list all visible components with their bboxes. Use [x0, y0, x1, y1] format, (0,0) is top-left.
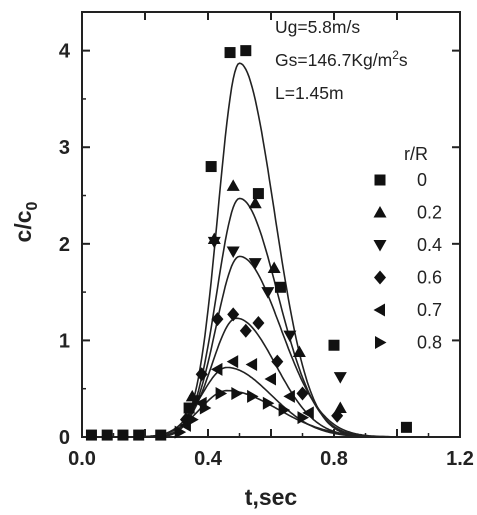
data-point [215, 387, 228, 401]
legend-label: 0.8 [417, 333, 442, 353]
data-point [292, 345, 306, 357]
legend-label: 0.2 [417, 203, 442, 223]
x-tick-label: 0.8 [320, 448, 348, 470]
y-axis-title-sub: 0 [24, 201, 41, 210]
legend-marker-triangle-up [373, 206, 387, 218]
data-point [274, 281, 286, 293]
annotation-ug: Ug=5.8m/s [275, 17, 360, 37]
data-point [283, 389, 295, 403]
y-tick-label: 0 [59, 427, 70, 449]
data-point [331, 408, 344, 423]
data-point [117, 429, 129, 441]
data-point [267, 261, 281, 273]
legend-label: 0.4 [417, 235, 442, 255]
data-point [227, 307, 240, 322]
data-point [226, 179, 240, 191]
x-tick-label: 0.4 [194, 448, 223, 470]
data-point [264, 372, 276, 386]
annotation-gs-tail: s [399, 50, 408, 70]
data-point [261, 287, 275, 299]
y-tick-label: 1 [59, 330, 70, 352]
data-point [271, 354, 284, 369]
data-point [174, 425, 187, 439]
legend-marker-triangle-right [375, 336, 387, 349]
annotation-gs: Gs=146.7Kg/m2s [275, 48, 408, 70]
data-point [328, 339, 340, 351]
ticks: 0.0 0.4 0.8 1.2 0 1 2 3 4 [59, 12, 474, 470]
data-point [231, 387, 243, 401]
fit-curve-r0.8 [82, 389, 460, 438]
y-axis-title-main: c/c [10, 210, 36, 242]
legend-marker-square [374, 174, 386, 186]
annotation-block: Ug=5.8m/s Gs=146.7Kg/m2s L=1.45m [275, 17, 408, 103]
legend: r/R 0 0.2 0.4 0.6 0.7 0.8 [373, 144, 442, 353]
data-point [333, 372, 347, 384]
data-point [210, 362, 223, 376]
data-point [224, 47, 236, 59]
data-point [278, 403, 291, 417]
data-point [248, 196, 262, 209]
data-point [283, 330, 297, 343]
legend-marker-triangle-down [373, 240, 387, 252]
data-point [297, 411, 309, 425]
data-point [195, 367, 208, 382]
data-point [252, 188, 264, 200]
annotation-gs-sup: 2 [392, 48, 399, 62]
legend-marker-diamond [374, 270, 386, 285]
data-point [262, 396, 275, 410]
series-r0.8 [174, 387, 309, 439]
data-point [183, 402, 195, 414]
y-axis-title: c/c0 [10, 201, 41, 242]
series-r0.4 [188, 236, 347, 407]
legend-label: 0.7 [417, 300, 442, 320]
data-point [248, 258, 262, 270]
data-points [85, 45, 412, 441]
series-r0 [85, 45, 412, 441]
data-point [155, 429, 167, 441]
data-point [296, 386, 309, 401]
data-point [199, 401, 212, 415]
data-point [226, 355, 239, 369]
x-tick-label: 1.2 [446, 448, 474, 470]
fit-curve-r0.2 [82, 197, 460, 438]
y-tick-label: 2 [59, 234, 70, 256]
data-point [85, 429, 97, 441]
annotation-gs-main: Gs=146.7Kg/m [275, 50, 392, 70]
legend-title: r/R [404, 144, 428, 164]
data-point [205, 161, 217, 173]
data-point [245, 358, 258, 372]
data-point [240, 45, 252, 57]
data-point [226, 246, 240, 259]
annotation-length: L=1.45m [275, 83, 344, 103]
data-point [302, 406, 314, 420]
legend-label: 0 [417, 170, 427, 190]
fit-curve-r0.4 [82, 255, 460, 438]
data-point [247, 389, 259, 403]
y-tick-label: 4 [59, 41, 71, 63]
legend-marker-triangle-left [373, 303, 385, 317]
x-tick-label: 0.0 [68, 448, 96, 470]
data-point [211, 312, 224, 327]
data-point [400, 421, 412, 433]
x-axis-title: t,sec [245, 484, 298, 510]
data-point [252, 316, 265, 331]
y-tick-label: 3 [59, 137, 70, 159]
data-point [188, 395, 202, 407]
svg-text:c/c0: c/c0 [10, 201, 41, 242]
plot-frame [81, 11, 461, 438]
legend-label: 0.6 [417, 268, 442, 288]
data-point [239, 323, 252, 338]
data-point [133, 429, 145, 441]
data-point [101, 429, 113, 441]
data-point [207, 236, 221, 249]
series-r0.6 [179, 307, 344, 427]
data-point [187, 413, 199, 427]
